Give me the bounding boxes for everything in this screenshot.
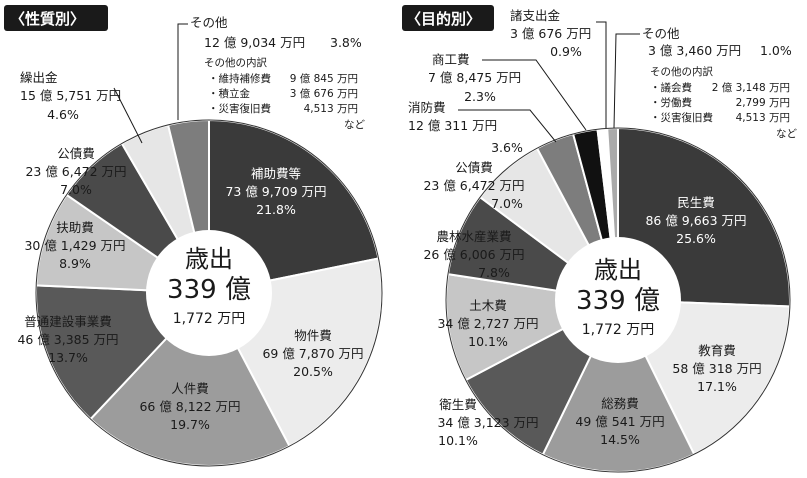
chart-title-nature: 〈性質別〉: [10, 10, 85, 28]
slice-label-name: 総務費: [601, 396, 639, 411]
slice-label-amount: 26 億 6,006 万円: [423, 247, 524, 262]
slice-label-amount: 34 億 3,123 万円: [437, 415, 538, 430]
slice-label-name: 消防費: [408, 100, 446, 115]
slice-label-percent: 0.9%: [550, 44, 582, 59]
slice-label-percent: 20.5%: [293, 364, 333, 379]
breakdown-item-amount: 2 億 3,148 万円: [712, 81, 790, 94]
slice-label-amount: 7 億 8,475 万円: [428, 70, 521, 85]
slice-label-percent: 7.0%: [60, 182, 92, 197]
slice-label-name: その他: [190, 15, 228, 30]
donut-hole: [555, 237, 681, 363]
slice-label-name: 普通建設事業費: [24, 314, 112, 329]
breakdown-item-name: ・災害復旧費: [208, 102, 271, 115]
slice-label-name: 繰出金: [20, 70, 58, 85]
slice-label-name: 民生費: [677, 195, 715, 210]
slice-label-name: 物件費: [294, 328, 332, 343]
leader-line: [458, 109, 557, 143]
slice-label-percent: 17.1%: [697, 379, 737, 394]
leader-line: [177, 23, 188, 120]
other-breakdown-title: その他の内訳: [204, 56, 267, 69]
slice-label-amount: 58 億 318 万円: [672, 361, 761, 376]
breakdown-item-amount: 3 億 676 万円: [290, 87, 358, 100]
pie-outline: [445, 127, 791, 473]
slice-label-amount: 49 億 541 万円: [575, 414, 664, 429]
breakdown-item-name: ・議会費: [650, 81, 692, 94]
breakdown-suffix: など: [344, 119, 365, 131]
slice-label-amount: 23 億 6,472 万円: [423, 178, 524, 193]
breakdown-suffix: など: [776, 128, 797, 140]
slice-label-amount: 46 億 3,385 万円: [17, 332, 118, 347]
breakdown-item-name: ・維持補修費: [208, 72, 271, 85]
slice-label-percent: 7.8%: [478, 265, 510, 280]
slice-label-percent: 19.7%: [170, 417, 210, 432]
slice-label-percent: 8.9%: [59, 256, 91, 271]
center-total-nature: 339 億: [167, 275, 251, 305]
breakdown-item-amount: 4,513 万円: [736, 112, 790, 124]
center-subtotal-purpose: 1,772 万円: [582, 322, 655, 338]
slice-label-name: 公債費: [57, 146, 95, 161]
chart-by-purpose: 〈目的別〉 歳出 339 億 1,772 万円 民生費 86 億 9,663 万…: [402, 5, 797, 473]
pie-outline: [35, 119, 383, 467]
slice-label-percent: 10.1%: [468, 334, 508, 349]
breakdown-item-name: ・労働費: [650, 96, 692, 109]
slice-label-percent: 13.7%: [48, 350, 88, 365]
donut-hole: [146, 230, 272, 356]
center-subtotal-nature: 1,772 万円: [173, 311, 246, 327]
breakdown-item-amount: 4,513 万円: [304, 103, 358, 115]
center-total-purpose: 339 億: [576, 286, 660, 316]
pie-purpose: [445, 126, 791, 473]
slice-label-percent: 10.1%: [438, 433, 478, 448]
pie-nature: [35, 118, 383, 467]
slice-label-amount: 69 億 7,870 万円: [262, 346, 363, 361]
slice-label-amount: 3 億 3,460 万円: [648, 43, 741, 58]
slice-label-percent: 2.3%: [464, 89, 496, 104]
center-label-nature: 歳出: [185, 245, 233, 273]
slice-label-amount: 12 億 9,034 万円: [204, 35, 305, 50]
breakdown-item-name: ・積立金: [208, 87, 250, 100]
breakdown-item-name: ・災害復旧費: [650, 111, 713, 124]
slice-label-amount: 86 億 9,663 万円: [645, 213, 746, 228]
slice-label-amount: 3 億 676 万円: [510, 26, 591, 41]
slice-label-name: 補助費等: [251, 166, 301, 181]
slice-label-percent: 21.8%: [256, 202, 296, 217]
slice-label-amount: 73 億 9,709 万円: [225, 184, 326, 199]
slice-label-percent: 25.6%: [676, 231, 716, 246]
title-badge-nature: [4, 5, 108, 31]
slice-label-name: 扶助費: [56, 220, 94, 235]
slice-label-percent: 7.0%: [491, 196, 523, 211]
center-label-purpose: 歳出: [594, 256, 642, 284]
slice-label-amount: 30 億 1,429 万円: [24, 238, 125, 253]
leader-line: [596, 21, 607, 128]
slice-label-name: 衛生費: [439, 397, 477, 412]
chart-title-purpose: 〈目的別〉: [406, 10, 481, 28]
leader-line: [613, 33, 640, 129]
slice-label-name: 教育費: [698, 343, 736, 358]
other-breakdown-title: その他の内訳: [650, 65, 713, 78]
breakdown-item-amount: 9 億 845 万円: [290, 72, 358, 85]
slice-label-amount: 12 億 311 万円: [408, 118, 497, 133]
slice-label-name: 土木費: [469, 298, 507, 313]
slice-label-percent: 14.5%: [600, 432, 640, 447]
chart-by-nature: 〈性質別〉 歳出 339 億 1,772 万円 補助費等 73 億 9,709 …: [4, 5, 383, 467]
slice-label-name: その他: [642, 26, 680, 41]
slice-label-name: 商工費: [432, 52, 470, 67]
slice-label-amount: 66 億 8,122 万円: [139, 399, 240, 414]
slice-label-percent: 4.6%: [47, 107, 79, 122]
slice-label-percent: 3.8%: [330, 35, 362, 50]
slice-label-amount: 23 億 6,472 万円: [25, 164, 126, 179]
slice-label-amount: 15 億 5,751 万円: [20, 88, 121, 103]
slice-label-percent: 3.6%: [491, 140, 523, 155]
leader-line: [482, 59, 587, 131]
leader-line: [113, 87, 143, 144]
title-badge-purpose: [402, 5, 494, 31]
slice-label-name: 諸支出金: [510, 8, 561, 23]
breakdown-item-amount: 2,799 万円: [736, 97, 790, 109]
slice-label-name: 人件費: [171, 381, 209, 396]
slice-label-percent: 1.0%: [760, 43, 792, 58]
slice-label-name: 農林水産業費: [436, 229, 511, 244]
slice-label-amount: 34 億 2,727 万円: [437, 316, 538, 331]
slice-label-name: 公債費: [455, 160, 493, 175]
